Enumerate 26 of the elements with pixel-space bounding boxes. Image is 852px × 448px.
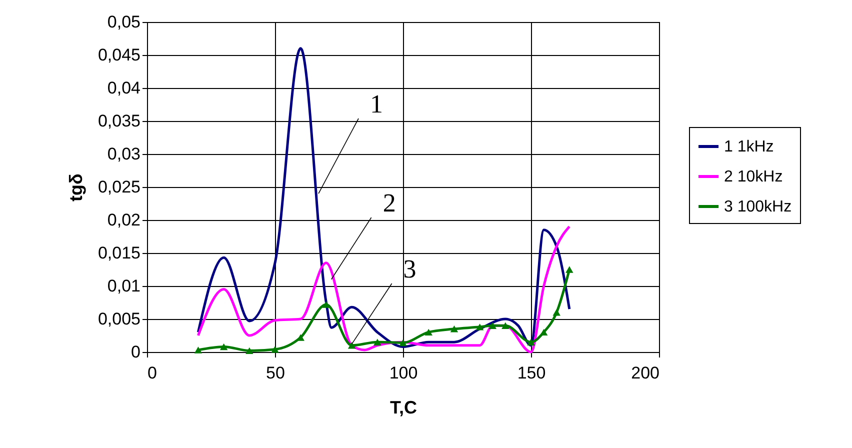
y-tick-label: 0,05	[107, 12, 140, 32]
x-tick-label: 100	[389, 364, 418, 382]
x-tick-label: 50	[266, 364, 285, 382]
annotation: 2	[382, 188, 396, 218]
y-tick-label: 0,005	[98, 310, 140, 328]
y-axis-title: tgδ	[66, 173, 86, 202]
y-tick-label: 0,045	[98, 46, 140, 64]
legend-label: 1 1kHz	[724, 138, 774, 156]
line-series	[196, 47, 571, 348]
legend-label: 2 10kHz	[724, 168, 783, 186]
x-tick-label: 0	[148, 364, 157, 382]
y-tick-label: 0,025	[98, 178, 140, 196]
x-tick-label: 200	[631, 364, 660, 382]
line-series	[196, 225, 571, 354]
y-tick-label: 0	[131, 342, 140, 362]
y-tick-label: 0,015	[98, 244, 140, 262]
x-axis-title: T,C	[390, 398, 417, 418]
annotation: 1	[370, 90, 384, 118]
y-tick-label: 0,02	[107, 210, 140, 230]
x-tick-label: 150	[517, 364, 546, 382]
annotation: 3	[403, 254, 416, 284]
y-tick-label: 0,04	[107, 78, 140, 98]
y-tick-label: 0,01	[107, 276, 140, 296]
y-tick-label: 0,03	[107, 144, 140, 164]
y-tick-label: 0,035	[98, 112, 140, 130]
legend-label: 3 100kHz	[724, 198, 792, 216]
